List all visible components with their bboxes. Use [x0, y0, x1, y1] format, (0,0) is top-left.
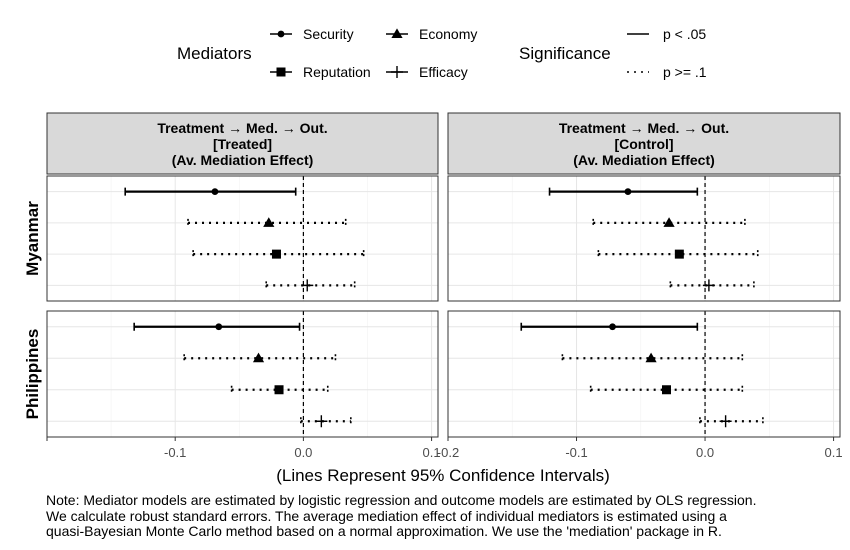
point-efficacy	[315, 415, 328, 428]
legend-label-solid: p < .05	[663, 26, 706, 42]
legend-label-security: Security	[303, 26, 354, 42]
row-label-philippines: Philippines	[23, 329, 42, 420]
legend-title-mediators: Mediators	[177, 44, 252, 63]
legend-label-efficacy: Efficacy	[419, 64, 468, 80]
panel-background	[47, 311, 438, 437]
point-security	[609, 323, 616, 331]
facet-strip	[46, 112, 439, 175]
facet-strip-label: [Treated]	[213, 136, 272, 152]
point-security	[624, 188, 632, 196]
footnote-line: Note: Mediator models are estimated by l…	[46, 492, 757, 508]
legend-key-economy	[386, 28, 408, 38]
point-economy	[263, 217, 275, 227]
footnote-line: quasi-Bayesian Monte Carlo method based …	[46, 523, 722, 539]
footnote: Note: Mediator models are estimated by l…	[46, 492, 836, 540]
point-economy	[663, 217, 675, 227]
x-tick-label: 0.0	[294, 445, 312, 460]
row-label-myanmar: Myanmar	[23, 201, 42, 276]
panel-border	[447, 175, 841, 302]
x-tick-label: -0.2	[437, 445, 459, 460]
panel-background	[47, 176, 438, 301]
facet-strip-label: Treatment → Med. → Out.	[559, 120, 729, 136]
panel-background	[448, 176, 840, 301]
legend-key-reputation	[270, 67, 292, 77]
legend-label-economy: Economy	[419, 26, 477, 42]
footnote-line: We calculate robust standard errors. The…	[46, 507, 727, 524]
facet-strip-label: [Control]	[614, 136, 673, 152]
panel-border	[46, 175, 439, 302]
point-security	[211, 188, 219, 196]
legend-label-reputation: Reputation	[303, 64, 371, 80]
x-axis-title: (Lines Represent 95% Confidence Interval…	[276, 466, 610, 485]
legend-key-circle-marker	[277, 30, 285, 38]
point-economy	[252, 352, 265, 363]
panel-border	[46, 310, 439, 438]
x-tick-label: 0.0	[696, 445, 714, 460]
legend-key-square-marker	[276, 67, 286, 77]
point-efficacy	[719, 415, 732, 428]
point-security	[215, 323, 223, 331]
panel-philippines-treated	[46, 310, 439, 438]
facet-strip-label: (Av. Mediation Effect)	[172, 152, 314, 168]
legend-key-efficacy	[386, 66, 408, 78]
panel-myanmar-treated	[46, 175, 439, 302]
facet-strip-label: Treatment → Med. → Out.	[157, 120, 327, 136]
point-reputation	[271, 249, 281, 259]
point-efficacy	[301, 279, 314, 292]
x-tick-label: 0.1	[825, 445, 843, 460]
panel-background	[448, 311, 840, 437]
x-tick-label: -0.1	[565, 445, 587, 460]
panel-philippines-control	[447, 310, 841, 438]
point-reputation	[674, 249, 684, 259]
point-economy	[645, 352, 657, 363]
legend-title-significance: Significance	[519, 44, 611, 63]
point-reputation	[274, 385, 284, 395]
chart-svg: Mediators Security Economy Reputation Effica…	[23, 26, 843, 485]
facet-strip	[447, 112, 841, 175]
legend-label-dotted: p >= .1	[663, 64, 707, 80]
point-efficacy	[702, 279, 715, 292]
panel-border	[447, 310, 841, 438]
legend-key-triangle-marker	[391, 28, 403, 38]
panel-myanmar-control	[447, 175, 841, 302]
legend-key-security	[270, 30, 292, 38]
legend-key-plus-marker	[391, 66, 403, 78]
facet-strip-label: (Av. Mediation Effect)	[573, 152, 715, 168]
x-tick-label: 0.1	[423, 445, 441, 460]
x-tick-label: -0.1	[164, 445, 186, 460]
point-reputation	[661, 385, 671, 395]
